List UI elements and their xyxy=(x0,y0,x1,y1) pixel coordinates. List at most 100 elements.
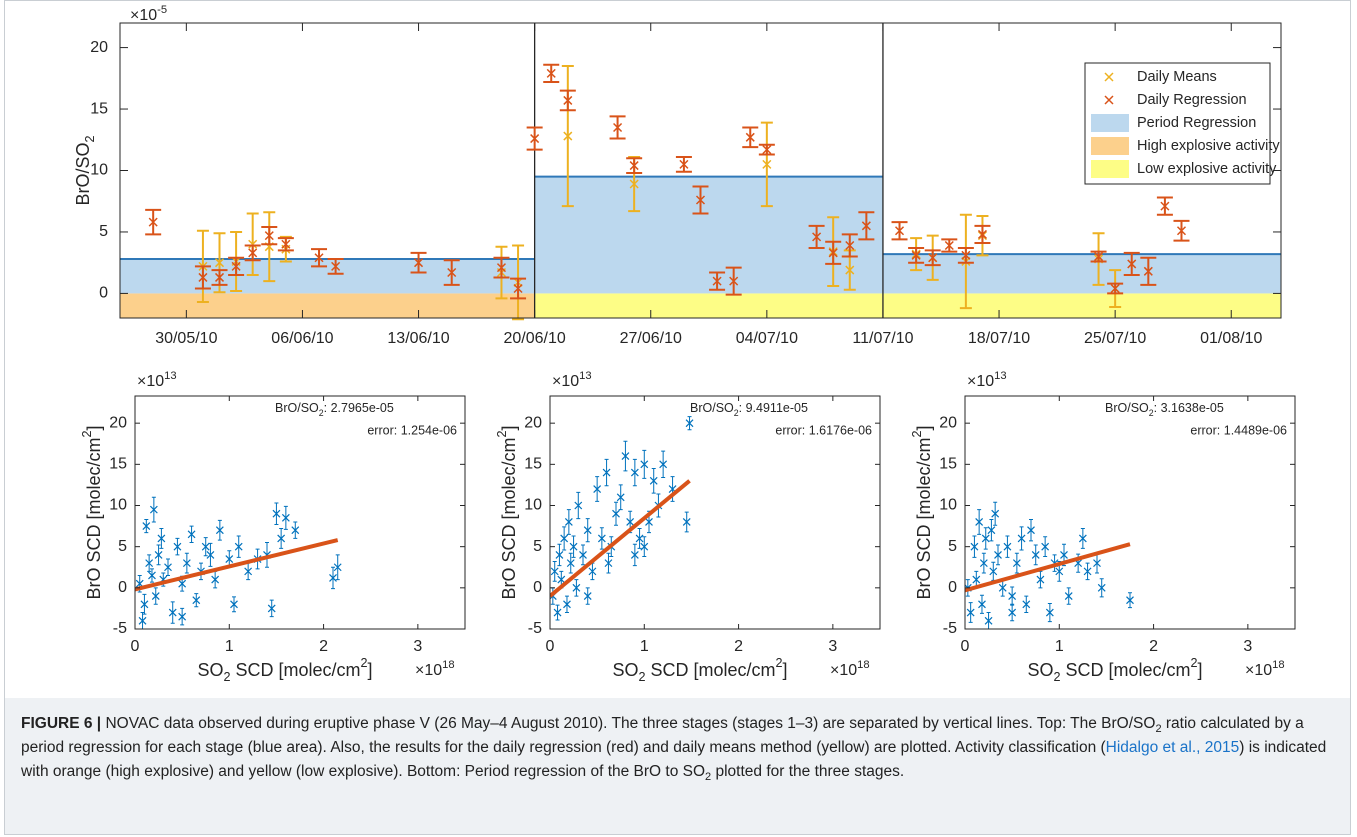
marker xyxy=(168,608,177,617)
y-tick-label: 10 xyxy=(524,497,542,514)
marker xyxy=(154,550,163,559)
marker xyxy=(211,575,220,584)
y-axis-label-part: BrO SCD [molec/cm xyxy=(84,438,104,600)
marker xyxy=(264,231,274,241)
y-tick-label: 15 xyxy=(524,456,542,473)
marker xyxy=(812,232,822,242)
x-axis-label-part: 2 xyxy=(1191,656,1198,670)
marker xyxy=(659,460,668,469)
marker xyxy=(979,559,988,568)
y-tick-label: 0 xyxy=(533,579,542,596)
annotation-error: error: 1.254e-06 xyxy=(367,423,457,437)
marker xyxy=(142,522,151,531)
legend-marker xyxy=(1104,72,1114,82)
marker xyxy=(234,542,243,551)
marker xyxy=(1017,534,1026,543)
marker xyxy=(178,612,187,621)
marker xyxy=(1093,559,1101,568)
y-tick-label: 20 xyxy=(524,414,542,431)
marker xyxy=(630,468,639,477)
y-axis-label-part: BrO SCD [molec/cm xyxy=(499,438,519,600)
marker xyxy=(569,542,578,551)
marker xyxy=(1003,542,1012,551)
marker xyxy=(1045,608,1054,617)
x-axis-label-part: 2 xyxy=(361,656,368,670)
legend-label: Daily Regression xyxy=(1137,92,1247,108)
marker xyxy=(314,253,324,263)
y-axis-label-part: ] xyxy=(914,425,934,430)
marker xyxy=(563,95,573,105)
x-multiplier-exponent: 18 xyxy=(442,659,454,671)
marker xyxy=(583,592,592,600)
marker xyxy=(1110,283,1120,294)
marker xyxy=(546,68,556,78)
period-regression-area xyxy=(120,259,535,294)
annotation-error: error: 1.6176e-06 xyxy=(775,423,872,437)
marker xyxy=(602,468,611,477)
x-tick-label: 01/08/10 xyxy=(1200,330,1262,347)
caption-subscript: 2 xyxy=(1155,723,1162,736)
marker xyxy=(277,534,286,543)
marker xyxy=(192,596,201,605)
fit-line xyxy=(965,542,1131,593)
marker xyxy=(970,542,979,551)
annotation-ratio: BrO/SO2: 9.4911e-05 xyxy=(690,401,808,418)
marker xyxy=(248,248,258,258)
marker xyxy=(588,567,597,576)
marker xyxy=(966,608,975,617)
y-multiplier-exponent: 13 xyxy=(164,370,176,382)
legend-label: Daily Means xyxy=(1137,69,1217,85)
annotation-error: error: 1.4489e-06 xyxy=(1190,423,1287,437)
annotation-ratio-part: BrO/SO xyxy=(690,401,734,415)
marker xyxy=(640,542,649,551)
fit-line xyxy=(135,538,339,592)
y-multiplier: ×1013 xyxy=(137,370,177,390)
marker xyxy=(911,250,921,260)
y-tick-label: 5 xyxy=(948,538,957,555)
annotation-ratio: BrO/SO2: 3.1638e-05 xyxy=(1105,401,1224,418)
marker xyxy=(206,550,215,559)
x-tick-label: 0 xyxy=(131,638,140,655)
marker xyxy=(989,567,998,576)
y-tick-label: 0 xyxy=(948,579,957,596)
legend-swatch xyxy=(1091,137,1129,155)
legend-swatch xyxy=(1091,114,1129,132)
plot-content xyxy=(965,501,1134,629)
marker xyxy=(583,526,592,535)
marker xyxy=(173,542,182,551)
marker xyxy=(513,283,523,294)
y-multiplier-exponent: 13 xyxy=(994,370,1006,382)
marker xyxy=(149,505,158,514)
x-tick-label: 18/07/10 xyxy=(968,330,1030,347)
marker xyxy=(553,608,562,617)
legend-label: High explosive activity xyxy=(1137,138,1280,154)
marker xyxy=(1022,600,1031,609)
marker xyxy=(629,179,639,189)
marker xyxy=(944,240,954,251)
y-axis-label-part: ] xyxy=(84,425,104,430)
marker xyxy=(762,159,772,169)
marker xyxy=(695,195,706,205)
x-axis-label-part: SCD [molec/cm xyxy=(645,660,775,680)
y-axis-label: BrO SCD [molec/cm2] xyxy=(910,425,933,599)
y-tick-label: -5 xyxy=(943,620,957,637)
x-tick-label: 0 xyxy=(546,638,555,655)
caption: FIGURE 6 | NOVAC data observed during er… xyxy=(5,698,1350,834)
y-multiplier-exponent: -5 xyxy=(157,4,167,16)
marker xyxy=(1008,592,1017,600)
x-tick-label: 20/06/10 xyxy=(504,330,566,347)
marker xyxy=(214,272,225,282)
marker xyxy=(148,217,158,227)
x-axis-label-part: ] xyxy=(368,660,373,680)
marker xyxy=(961,250,971,260)
x-axis-label-part: ] xyxy=(783,660,788,680)
caption-link[interactable]: Hidalgo et al., 2015 xyxy=(1105,739,1240,756)
y-multiplier: ×1013 xyxy=(967,370,1007,390)
marker xyxy=(564,518,573,526)
y-tick-label: 10 xyxy=(939,497,957,514)
marker xyxy=(928,253,938,263)
marker xyxy=(597,534,606,543)
y-tick-label: 5 xyxy=(99,223,108,240)
marker xyxy=(267,604,276,613)
marker xyxy=(145,559,154,568)
